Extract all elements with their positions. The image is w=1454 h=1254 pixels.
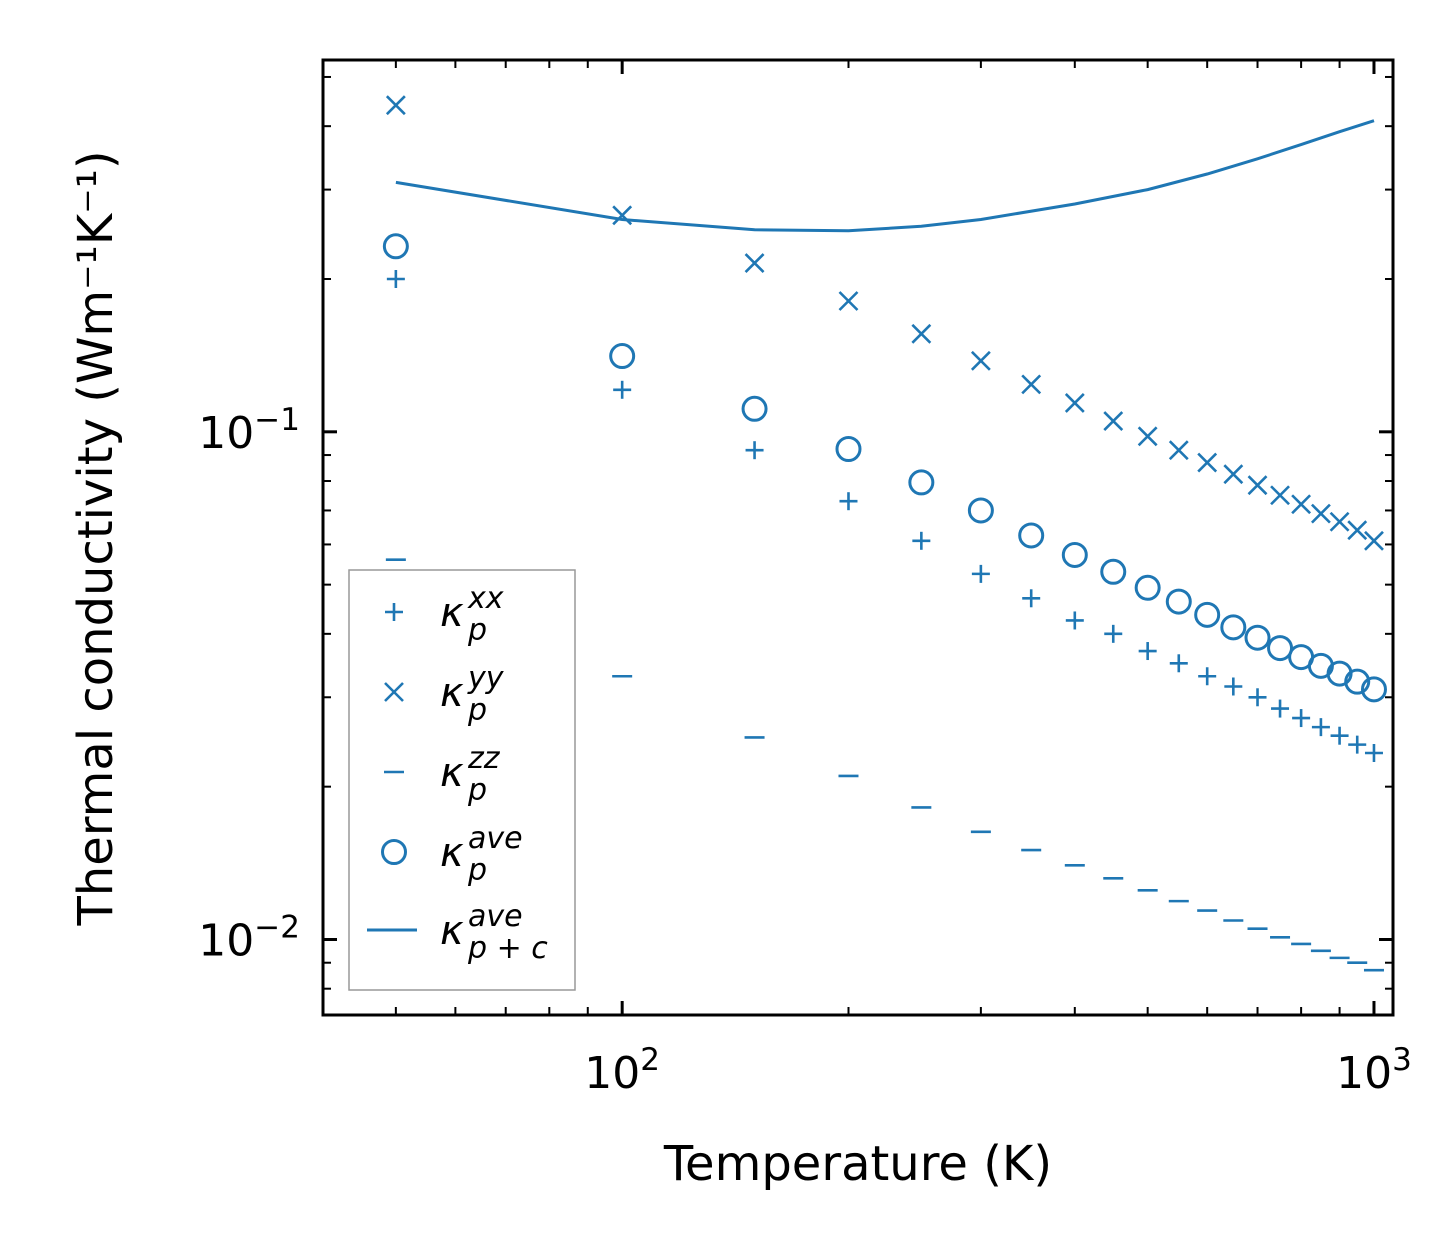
data-point xyxy=(1220,614,1247,641)
legend-label: κ xyxy=(440,590,464,636)
data-point xyxy=(967,497,994,524)
data-point xyxy=(1223,464,1244,485)
data-point xyxy=(1021,374,1042,395)
data-point xyxy=(1360,676,1387,703)
data-point xyxy=(1165,588,1192,615)
data-point xyxy=(1198,667,1217,686)
data-point xyxy=(1329,511,1350,532)
data-point xyxy=(382,233,409,260)
data-point xyxy=(1224,677,1243,696)
series-4 xyxy=(382,233,1387,703)
x-tick-label: 102 xyxy=(584,1042,660,1099)
data-point xyxy=(1169,654,1188,673)
data-point xyxy=(385,95,406,116)
data-point xyxy=(613,380,632,399)
legend-subscript: p xyxy=(467,613,487,648)
data-point xyxy=(741,395,768,422)
series-5 xyxy=(395,119,1375,233)
data-point xyxy=(1364,743,1383,762)
data-point xyxy=(1018,522,1045,549)
data-point xyxy=(1103,411,1124,431)
series-1 xyxy=(386,269,1383,762)
series-line xyxy=(395,119,1375,233)
plot-frame xyxy=(321,58,1395,1017)
data-point xyxy=(971,564,990,583)
legend-item: κ yyp xyxy=(384,661,505,728)
data-point xyxy=(911,323,932,344)
data-point xyxy=(1100,558,1127,585)
tick-labels: 102 103 10−1 10−2 xyxy=(198,402,1412,1099)
legend-superscript: ave xyxy=(468,899,523,934)
legend-superscript: yy xyxy=(467,661,505,696)
data-point xyxy=(1347,520,1368,541)
legend-item: κ zzp xyxy=(384,741,501,808)
data-point xyxy=(1271,699,1290,718)
data-point xyxy=(1137,426,1158,447)
data-point xyxy=(1330,726,1349,745)
data-point xyxy=(1292,709,1311,728)
data-point xyxy=(1270,485,1290,506)
legend-subscript: p xyxy=(467,773,487,808)
data-point xyxy=(1194,601,1221,628)
legend-label: κ xyxy=(440,750,464,796)
data-point xyxy=(1348,735,1367,754)
data-point xyxy=(1267,635,1294,662)
y-axis-title: Thermal conductivity (Wm⁻¹K⁻¹) xyxy=(68,150,124,926)
data-point xyxy=(1197,452,1218,473)
series-layer xyxy=(382,95,1387,972)
legend-label: κ xyxy=(440,670,464,716)
legend-box xyxy=(348,569,576,991)
data-point xyxy=(1065,611,1084,630)
legend-superscript: zz xyxy=(467,741,501,776)
data-point xyxy=(1064,393,1085,413)
data-point xyxy=(1134,574,1161,601)
data-point xyxy=(838,291,859,311)
legend-subscript: p xyxy=(467,693,487,728)
data-point xyxy=(1364,530,1384,551)
legend-item: κ xxp xyxy=(385,581,504,648)
data-point xyxy=(1310,503,1331,524)
data-point xyxy=(1104,624,1123,643)
data-point xyxy=(1168,440,1189,461)
legend-marker xyxy=(384,682,404,702)
data-point xyxy=(744,253,765,273)
data-point xyxy=(839,492,858,511)
data-point xyxy=(1061,541,1088,568)
legend-label: κ xyxy=(440,908,464,954)
data-point xyxy=(970,350,991,371)
y-tick-label: 10−1 xyxy=(198,402,300,459)
legend-superscript: xx xyxy=(467,581,504,616)
legend-marker xyxy=(381,839,407,865)
major-ticks xyxy=(323,60,1393,1015)
data-point xyxy=(1248,688,1267,707)
x-tick-label: 103 xyxy=(1336,1042,1412,1099)
legend-subscript: p + c xyxy=(467,931,548,966)
legend-marker xyxy=(385,603,403,621)
x-axis-title: Temperature (K) xyxy=(663,1136,1052,1192)
data-point xyxy=(1244,624,1271,651)
legend-superscript: ave xyxy=(468,821,523,856)
data-point xyxy=(1247,475,1268,496)
data-point xyxy=(912,531,931,550)
series-3 xyxy=(385,558,1384,972)
data-point xyxy=(1291,494,1312,515)
data-point xyxy=(745,441,764,460)
y-tick-label: 10−2 xyxy=(198,909,300,966)
data-point xyxy=(609,343,636,370)
data-point xyxy=(835,436,862,463)
legend-subscript: p xyxy=(467,853,487,888)
data-point xyxy=(1138,642,1157,661)
data-point xyxy=(1344,668,1371,695)
data-point xyxy=(908,469,935,496)
series-2 xyxy=(385,95,1384,551)
legend-label: κ xyxy=(440,830,464,876)
data-point xyxy=(386,269,405,288)
data-point xyxy=(1311,718,1330,737)
data-point xyxy=(1022,589,1041,608)
